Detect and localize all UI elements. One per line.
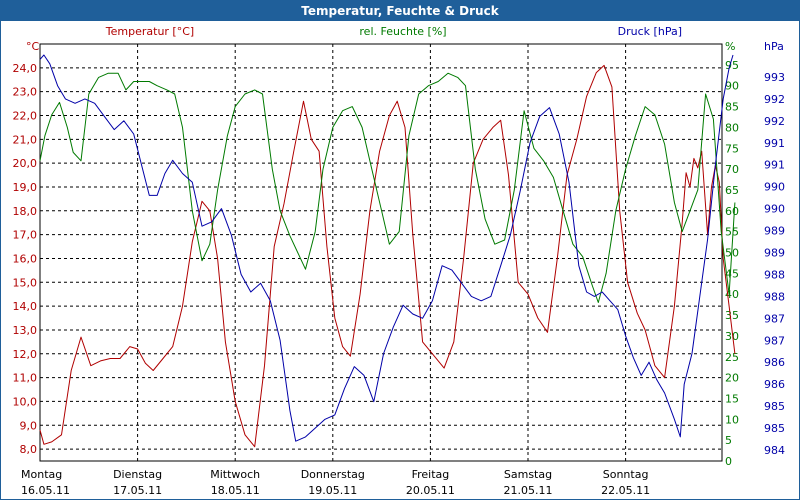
x-tick-date: 22.05.11 xyxy=(601,484,650,497)
pressure-tick-label: 992 xyxy=(764,93,785,106)
x-tick-day: Montag xyxy=(21,468,62,481)
x-tick-day: Sonntag xyxy=(603,468,649,481)
temp-tick-label: 10,0 xyxy=(13,395,38,408)
humidity-tick-label: 80 xyxy=(725,121,739,134)
x-tick-date: 17.05.11 xyxy=(113,484,162,497)
temp-tick-label: 8,0 xyxy=(20,443,38,456)
x-tick-day: Dienstag xyxy=(113,468,162,481)
temp-tick-label: 19,0 xyxy=(13,181,38,194)
temp-tick-label: 22,0 xyxy=(13,109,38,122)
pressure-tick-label: 991 xyxy=(764,137,785,150)
pressure-tick-label: 986 xyxy=(764,356,785,369)
humidity-tick-label: 75 xyxy=(725,142,739,155)
pressure-tick-label: 987 xyxy=(764,334,785,347)
legend-label: Temperatur [°C] xyxy=(105,25,194,38)
pressure-tick-label: 986 xyxy=(764,378,785,391)
temp-tick-label: 11,0 xyxy=(13,372,38,385)
x-tick-date: 21.05.11 xyxy=(504,484,553,497)
temp-tick-label: 18,0 xyxy=(13,205,38,218)
humidity-tick-label: 70 xyxy=(725,163,739,176)
humidity-tick-label: 0 xyxy=(725,455,732,468)
pressure-tick-label: 989 xyxy=(764,247,785,260)
humidity-tick-label: 95 xyxy=(725,59,739,72)
x-tick-day: Samstag xyxy=(504,468,552,481)
pressure-tick-label: 990 xyxy=(764,181,785,194)
temp-tick-label: 23,0 xyxy=(13,86,38,99)
x-tick-day: Donnerstag xyxy=(301,468,365,481)
temp-tick-label: 14,0 xyxy=(13,300,38,313)
temp-tick-label: 21,0 xyxy=(13,133,38,146)
pressure-tick-label: 992 xyxy=(764,115,785,128)
pressure-tick-label: 989 xyxy=(764,225,785,238)
temp-tick-label: 9,0 xyxy=(20,419,38,432)
temp-tick-label: 12,0 xyxy=(13,348,38,361)
pressure-tick-label: 987 xyxy=(764,312,785,325)
humidity-tick-label: 30 xyxy=(725,330,739,343)
plot-area xyxy=(39,43,723,462)
legend-label: Druck [hPa] xyxy=(618,25,682,38)
pressure-tick-label: 988 xyxy=(764,290,785,303)
pressure-tick-label: 988 xyxy=(764,268,785,281)
humidity-tick-label: 5 xyxy=(725,434,732,447)
temp-unit-label: °C xyxy=(26,40,40,53)
temp-tick-label: 16,0 xyxy=(13,252,38,265)
x-tick-date: 20.05.11 xyxy=(406,484,455,497)
pressure-unit-label: hPa xyxy=(764,40,784,53)
humidity-unit-label: % xyxy=(725,40,735,53)
humidity-tick-label: 20 xyxy=(725,372,739,385)
humidity-tick-label: 55 xyxy=(725,226,739,239)
x-tick-date: 19.05.11 xyxy=(308,484,357,497)
temp-tick-label: 15,0 xyxy=(13,276,38,289)
legend-label: rel. Feuchte [%] xyxy=(359,25,446,38)
humidity-tick-label: 10 xyxy=(725,413,739,426)
chart-title: Temperatur, Feuchte & Druck xyxy=(1,1,799,21)
humidity-tick-label: 60 xyxy=(725,205,739,218)
humidity-tick-label: 90 xyxy=(725,80,739,93)
pressure-tick-label: 985 xyxy=(764,422,785,435)
pressure-tick-label: 991 xyxy=(764,159,785,172)
temp-tick-label: 13,0 xyxy=(13,324,38,337)
x-tick-day: Freitag xyxy=(412,468,450,481)
pressure-tick-label: 984 xyxy=(764,444,785,457)
temp-tick-label: 24,0 xyxy=(13,62,38,75)
pressure-tick-label: 990 xyxy=(764,203,785,216)
humidity-tick-label: 25 xyxy=(725,351,739,364)
pressure-tick-label: 993 xyxy=(764,71,785,84)
x-tick-date: 18.05.11 xyxy=(211,484,260,497)
temp-tick-label: 17,0 xyxy=(13,229,38,242)
humidity-tick-label: 85 xyxy=(725,101,739,114)
series-line xyxy=(39,72,736,303)
humidity-tick-label: 35 xyxy=(725,309,739,322)
humidity-tick-label: 45 xyxy=(725,267,739,280)
x-tick-day: Mittwoch xyxy=(210,468,260,481)
pressure-tick-label: 985 xyxy=(764,400,785,413)
humidity-tick-label: 65 xyxy=(725,184,739,197)
series-line xyxy=(39,54,734,442)
temp-tick-label: 20,0 xyxy=(13,157,38,170)
x-tick-date: 16.05.11 xyxy=(21,484,70,497)
humidity-tick-label: 15 xyxy=(725,392,739,405)
series-line xyxy=(39,64,736,448)
